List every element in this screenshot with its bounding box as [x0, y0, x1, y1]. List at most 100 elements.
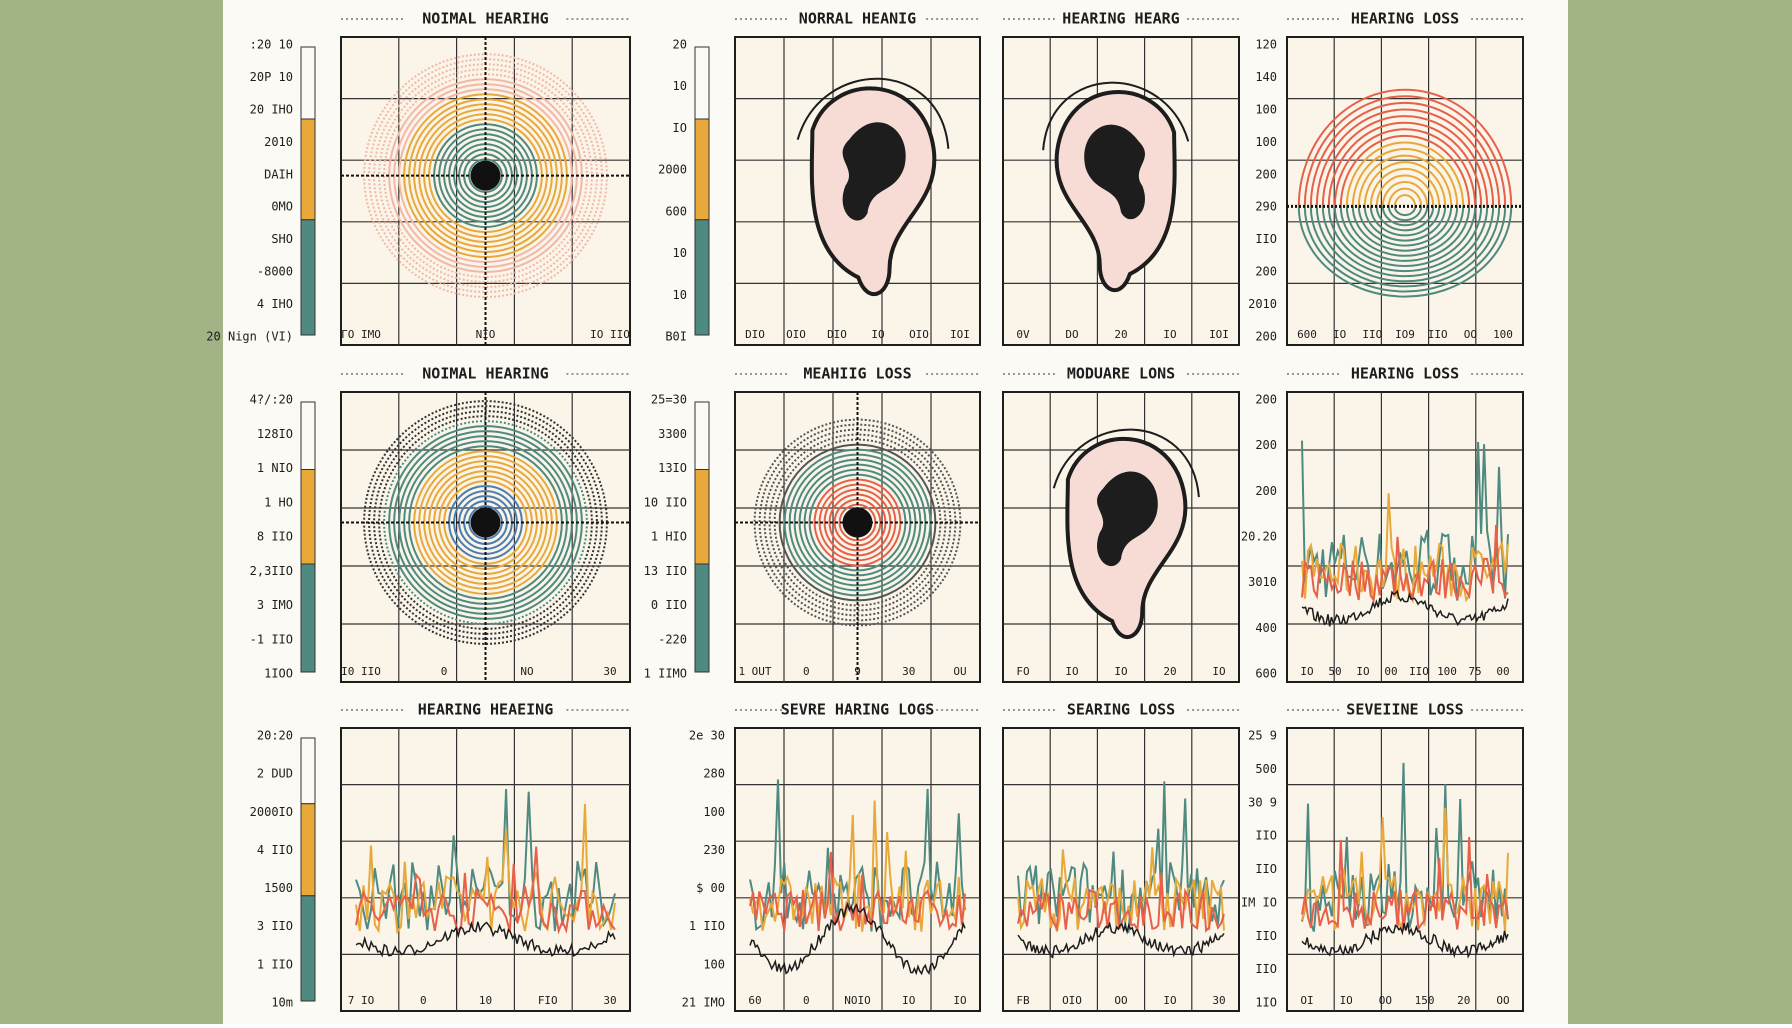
panel: SEARING LOSS FB OIO OO IO 30 [1002, 701, 1240, 1012]
axis-label: 128IO [257, 427, 293, 441]
axis-label: 1500 [264, 881, 293, 895]
axis-label: 50 [1328, 665, 1341, 678]
axis-label: 400 [1255, 621, 1277, 635]
axis-label: 2000IO [250, 805, 293, 819]
axis-label: 3300 [658, 427, 687, 441]
panel-title: HEARING LOSS [1351, 10, 1459, 28]
panel-title: SEVRE HARING LOGS [781, 701, 935, 719]
dome-arc [1363, 206, 1447, 242]
axis-label: 2 DUD [257, 767, 293, 781]
scale-bar [300, 219, 316, 336]
scale-bar [694, 469, 710, 565]
right-margin [1568, 0, 1792, 1024]
axis-label: DIO [745, 328, 765, 341]
dome-arc [1351, 206, 1459, 252]
scale-bar [300, 737, 316, 805]
axis-label: 2010 [1248, 297, 1277, 311]
axis-label: NOIO [844, 994, 871, 1007]
axis-label: 1 HIO [651, 530, 687, 544]
axis-label: 100 [1493, 328, 1513, 341]
axis-label: IO [1212, 665, 1225, 678]
spectrum-line [355, 846, 616, 935]
noise-floor [749, 902, 966, 976]
panel-title: HEARING HEAEING [418, 701, 553, 719]
axis-label: 2e 30 [689, 729, 725, 743]
scale-bar [300, 401, 316, 470]
axis-label: 200 [1255, 330, 1277, 344]
axis-label: 200 [1255, 265, 1277, 279]
axis-label: 4?/:20 [250, 393, 293, 407]
axis-label: 3 IMO [257, 598, 293, 612]
axis-label: OI [1300, 994, 1313, 1007]
axis-label: 1IOO [264, 667, 293, 681]
axis-label: 100 [1255, 135, 1277, 149]
axis-label: 500 [1255, 762, 1277, 776]
axis-label: 30 [1212, 994, 1225, 1007]
axis-label: 4 IIO [257, 843, 293, 857]
axis-label: 200 [1255, 393, 1277, 407]
scale-bar [300, 469, 316, 565]
axis-label: I0 IIO [341, 665, 381, 678]
axis-label: 25=30 [651, 393, 687, 407]
axis-label: 0V [1016, 328, 1030, 341]
axis-label: 75 [1468, 665, 1481, 678]
axis-label: IOI [1209, 328, 1229, 341]
panel: NOIMAL HEARING 4?/:20 128IO 1 NIO 1 HO 8 IIO 2… [250, 365, 631, 683]
axis-label: 1 IIO [257, 957, 293, 971]
dome-arc [1393, 206, 1417, 217]
dome-arc [1315, 108, 1495, 207]
spectrum-line [1301, 524, 1509, 603]
axis-label: 150 [1415, 994, 1435, 1007]
axis-label: 10 [479, 994, 492, 1007]
axis-label: 280 [703, 767, 725, 781]
axis-label: 100 [703, 805, 725, 819]
axis-label: IIO [1255, 862, 1277, 876]
panel-title: NOIMAL HEARIHG [422, 10, 548, 28]
axis-label: IIO [1409, 665, 1429, 678]
dome-arc [1387, 187, 1423, 207]
dome-arc [1333, 128, 1477, 207]
noise-floor [1301, 922, 1509, 959]
axis-label: 00 [1384, 665, 1397, 678]
axis-label: IO [1300, 665, 1313, 678]
axis-label: 20 IHO [250, 102, 293, 116]
axis-label: 120 [1255, 38, 1277, 52]
axis-label: NIO [476, 328, 496, 341]
axis-label: IM IO [1241, 895, 1277, 909]
axis-label: 4 IHO [257, 297, 293, 311]
panel-title: SEVEIINE LOSS [1346, 701, 1463, 719]
axis-label: 7 IO [348, 994, 375, 1007]
axis-label: 100 [1437, 665, 1457, 678]
spectrum-line [1301, 836, 1509, 932]
axis-label: 00 [1496, 665, 1509, 678]
axis-label: IO [1333, 328, 1346, 341]
axis-label: OIO [909, 328, 929, 341]
axis-label: IIO [1255, 829, 1277, 843]
ear-concha [1097, 471, 1158, 567]
ear-concha [1084, 124, 1145, 220]
axis-label: 20 [1457, 994, 1470, 1007]
axis-label: 1 IIO [689, 919, 725, 933]
ear-helix [1052, 428, 1200, 498]
axis-label: 10 [673, 246, 687, 260]
panel-title: MEAHIIG LOSS [803, 365, 911, 383]
dome-arc [1369, 167, 1441, 207]
dome-arc [1351, 148, 1459, 207]
axis-label: -8000 [257, 265, 293, 279]
panel: HEARING LOSS 120 140 100 100 200 290 IIO 200 2010… [1248, 10, 1524, 346]
noise-floor [1017, 921, 1225, 959]
axis-label: 20 Nign (VI) [206, 330, 293, 344]
dome-arc [1327, 121, 1483, 207]
axis-label: 20:20 [257, 729, 293, 743]
panel: NOIMAL HEARIHG:20 10 20P 10 20 IHO 2010 DAIH… [206, 10, 631, 346]
panel-title: MODUARE LONS [1067, 365, 1175, 383]
axis-label: 0MO [271, 200, 293, 214]
spectrum-line [749, 779, 966, 932]
dome-arc [1303, 95, 1507, 207]
axis-label: OO [1496, 994, 1509, 1007]
axis-label: IO [902, 994, 915, 1007]
dome-arc [1297, 88, 1513, 207]
axis-label: IO [1340, 994, 1353, 1007]
spectrum-line [1301, 493, 1509, 604]
